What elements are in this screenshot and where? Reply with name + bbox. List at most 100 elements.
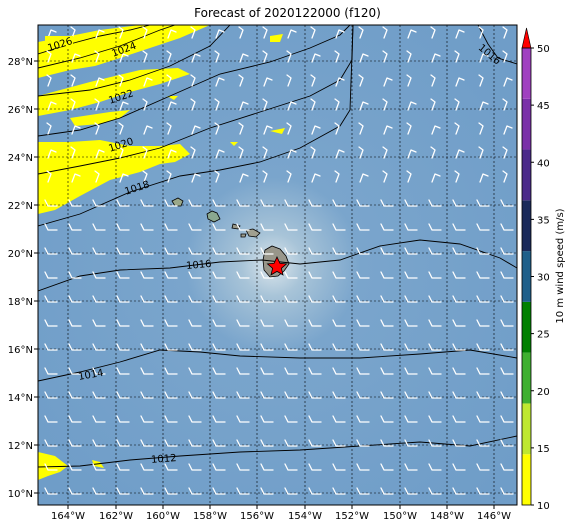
wind-barb <box>140 295 154 303</box>
lon-tick-label: 162°W <box>99 511 133 522</box>
wind-barb <box>46 170 52 183</box>
wind-barb <box>500 271 514 279</box>
wind-barb <box>164 319 178 327</box>
colorbar-tick-label: 40 <box>537 158 550 169</box>
wind-barb <box>455 77 465 87</box>
wind-barb <box>455 149 465 159</box>
wind-barb <box>116 247 130 255</box>
lon-tick-label: 160°W <box>146 511 180 522</box>
wind-barb <box>92 343 106 351</box>
wind-barb <box>236 295 250 303</box>
wind-barb <box>452 223 466 231</box>
wind-barb <box>116 487 130 495</box>
wind-barb <box>334 122 340 135</box>
colorbar-segment <box>522 149 531 201</box>
wind-barb <box>71 125 81 135</box>
wind-barb <box>262 26 268 39</box>
wind-barb <box>454 50 460 63</box>
wind-barb <box>140 391 154 399</box>
wind-barb <box>455 29 465 39</box>
wind-barb <box>430 98 436 111</box>
wind-barb <box>116 199 130 207</box>
wind-barb <box>284 463 298 471</box>
wind-barb <box>404 295 418 303</box>
wind-barb <box>478 74 484 87</box>
wind-barb <box>68 319 82 327</box>
wind-barb <box>452 247 466 255</box>
wind-barb <box>382 26 388 39</box>
wind-barb <box>164 199 178 207</box>
wind-barb <box>94 50 100 63</box>
wind-barb <box>44 223 58 231</box>
wind-barb <box>454 122 460 135</box>
lon-tick-label: 164°W <box>51 511 85 522</box>
wind-barb <box>140 367 154 375</box>
wind-barb <box>356 391 370 399</box>
wind-barb <box>236 319 250 327</box>
wind-barb <box>311 125 321 135</box>
wind-barb <box>428 487 442 495</box>
wind-barb <box>310 74 316 87</box>
lat-tick-label: 18°N <box>8 297 33 308</box>
wind-barb <box>212 343 226 351</box>
wind-barb <box>119 173 129 183</box>
wind-barb <box>380 319 394 327</box>
wind-barb <box>332 367 346 375</box>
wind-barb <box>236 271 250 279</box>
wind-barb <box>238 146 244 159</box>
wind-barb <box>142 170 148 183</box>
wind-barb <box>452 367 466 375</box>
wind-barb <box>428 247 442 255</box>
wind-barb <box>188 415 202 423</box>
wind-barb <box>406 50 412 63</box>
wind-barb <box>287 101 297 111</box>
wind-barb <box>335 29 345 39</box>
wind-barb <box>188 391 202 399</box>
wind-barb <box>380 439 394 447</box>
wind-barb <box>188 439 202 447</box>
wind-barb <box>164 415 178 423</box>
wind-barb <box>380 271 394 279</box>
wind-barb <box>311 53 321 63</box>
colorbar-label: 10 m wind speed (m/s) <box>555 208 566 323</box>
wind-barb <box>284 319 298 327</box>
wind-barb <box>236 487 250 495</box>
wind-barb <box>188 343 202 351</box>
wind-barb <box>215 77 225 87</box>
wind-barb <box>46 50 52 63</box>
wind-barb <box>164 367 178 375</box>
wind-barb <box>236 439 250 447</box>
wind-barb <box>92 247 106 255</box>
wind-barb <box>308 295 322 303</box>
wind-barb <box>260 295 274 303</box>
wind-barb <box>68 439 82 447</box>
wind-barb <box>500 295 514 303</box>
wind-barb <box>236 391 250 399</box>
wind-barb <box>212 319 226 327</box>
wind-barb <box>380 247 394 255</box>
wind-barb <box>358 146 364 159</box>
wind-barb <box>500 391 514 399</box>
wind-barb <box>142 26 148 39</box>
colorbar-tick-label: 25 <box>537 330 550 341</box>
wind-barb <box>502 50 508 63</box>
wind-barb <box>284 247 298 255</box>
wind-barb <box>166 122 172 135</box>
wind-barb <box>167 29 177 39</box>
colorbar-tick-label: 45 <box>537 101 550 112</box>
wind-barb <box>167 101 177 111</box>
wind-barb <box>428 199 442 207</box>
wind-barb <box>92 463 106 471</box>
wind-barb <box>332 343 346 351</box>
wind-barb <box>118 74 124 87</box>
wind-barb <box>44 367 58 375</box>
wind-barb <box>454 98 460 111</box>
wind-barb <box>308 223 322 231</box>
wind-barb <box>286 122 292 135</box>
wind-barb <box>284 223 298 231</box>
wind-barb <box>263 77 273 87</box>
wind-barb <box>116 319 130 327</box>
isobars <box>38 25 517 468</box>
wind-barb <box>476 271 490 279</box>
lat-tick-label: 16°N <box>8 345 33 356</box>
